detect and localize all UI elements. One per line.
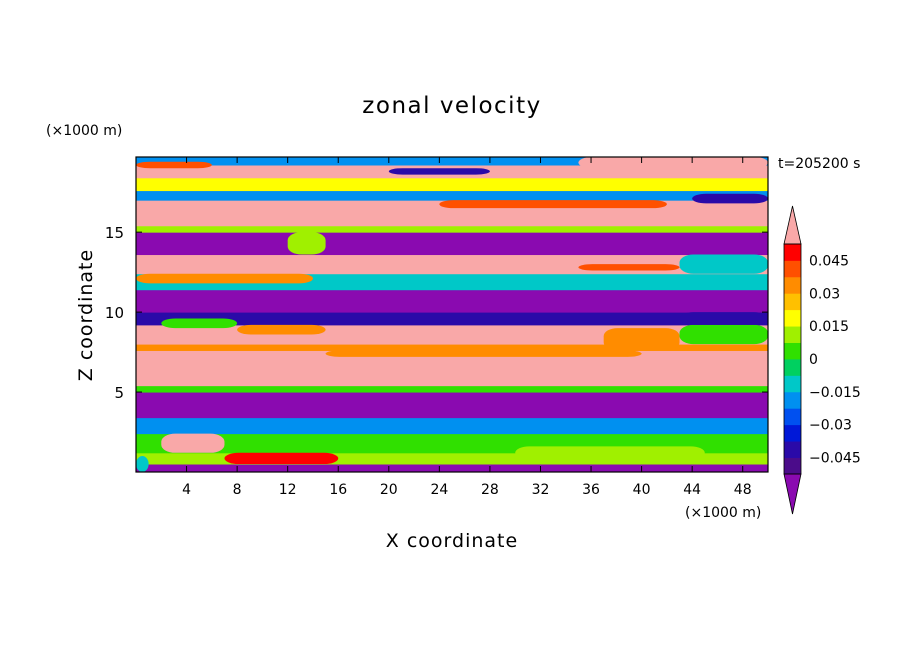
- x-tick-label: 40: [633, 482, 651, 498]
- contour-feature: [388, 168, 490, 175]
- y-tick-label: 10: [105, 304, 124, 322]
- colorbar-tick-label: 0.045: [809, 253, 849, 269]
- contour-band: [136, 344, 768, 351]
- colorbar-under-arrow: [783, 473, 802, 515]
- colorbar-tick-label: −0.015: [809, 385, 861, 401]
- contour-band: [136, 417, 768, 435]
- x-tick-label: 16: [329, 482, 347, 498]
- x-tick-label: 20: [380, 482, 398, 498]
- colorbar-swatch: [784, 375, 801, 393]
- x-tick-label: 32: [532, 482, 550, 498]
- contour-feature: [578, 264, 680, 271]
- x-tick-label: 12: [279, 482, 297, 498]
- colorbar-tick-label: 0.03: [809, 286, 840, 302]
- contour-feature: [224, 452, 339, 465]
- x-tick-label: 44: [683, 482, 701, 498]
- contour-feature: [603, 328, 680, 351]
- contour-feature: [692, 193, 768, 204]
- contour-feature: [515, 446, 705, 460]
- colorbar-swatch: [784, 359, 801, 376]
- colorbar-swatch: [784, 441, 801, 458]
- y-axis-label: Z coordinate: [75, 249, 97, 381]
- colorbar-tick-label: −0.045: [809, 451, 861, 467]
- x-tick-label: 28: [481, 482, 499, 498]
- y-tick-label: 5: [114, 384, 124, 402]
- contour-feature: [136, 456, 149, 472]
- time-label: t=205200 s: [778, 156, 860, 172]
- contour-feature: [161, 433, 225, 453]
- colorbar-tick-label: 0.015: [809, 319, 849, 335]
- x-tick-label: 4: [182, 482, 191, 498]
- contour-band: [136, 225, 768, 233]
- x-tick-label: 8: [233, 482, 242, 498]
- contour-band: [136, 289, 768, 313]
- contour-feature: [237, 324, 326, 335]
- contour-feature: [578, 157, 768, 169]
- contour-band: [136, 190, 768, 201]
- y-axis-ticks: 5 10 15: [105, 224, 768, 402]
- colorbar-swatch: [784, 408, 801, 426]
- plot-frame: [135, 156, 769, 473]
- contour-feature: [287, 232, 326, 255]
- contour-band: [136, 452, 768, 465]
- contour-band: [136, 312, 768, 326]
- x-unit-label: (×1000 m): [685, 505, 761, 521]
- colorbar-swatch: [784, 342, 801, 360]
- contour-feature: [679, 324, 768, 345]
- colorbar-swatch: [784, 260, 801, 278]
- colorbar-tick-label: −0.03: [809, 418, 852, 434]
- x-axis-ticks: 4 8 12 16 20 24 28 32 36 40 44 48: [182, 157, 752, 498]
- x-axis-label: X coordinate: [386, 530, 518, 552]
- contour-feature: [136, 161, 212, 169]
- colorbar-swatch: [784, 424, 801, 442]
- colorbar-swatch: [784, 244, 801, 261]
- contour-feature: [325, 350, 642, 357]
- contour-feature: [679, 254, 768, 274]
- contour-field: [136, 157, 768, 473]
- x-tick-label: 48: [734, 482, 752, 498]
- contour-feature: [161, 318, 238, 329]
- contour-feature: [679, 312, 768, 325]
- x-tick-label: 24: [430, 482, 448, 498]
- colorbar-tick-label: 0: [809, 352, 818, 368]
- contour-band: [136, 464, 768, 473]
- contour-band: [136, 177, 768, 192]
- contour-band: [136, 385, 768, 393]
- colorbar-swatch: [784, 309, 801, 327]
- contour-band: [136, 232, 768, 256]
- colorbar-swatch: [784, 457, 801, 475]
- colorbar-frame: [783, 243, 802, 475]
- y-unit-label: (×1000 m): [46, 123, 122, 139]
- colorbar-swatch: [784, 391, 801, 409]
- colorbar-over-arrow: [783, 205, 802, 245]
- colorbar: −0.045 −0.03 −0.015 0 0.015 0.03 0.045: [783, 205, 861, 515]
- contour-band: [136, 392, 768, 419]
- y-tick-label: 15: [105, 224, 124, 242]
- x-tick-label: 36: [582, 482, 600, 498]
- contour-band: [136, 157, 768, 166]
- contour-band: [136, 254, 768, 275]
- colorbar-swatch: [784, 276, 801, 294]
- contour-feature: [439, 200, 667, 209]
- contour-feature: [136, 273, 313, 284]
- colorbar-swatch: [784, 293, 801, 311]
- chart-title: zonal velocity: [362, 93, 541, 119]
- colorbar-swatch: [784, 326, 801, 343]
